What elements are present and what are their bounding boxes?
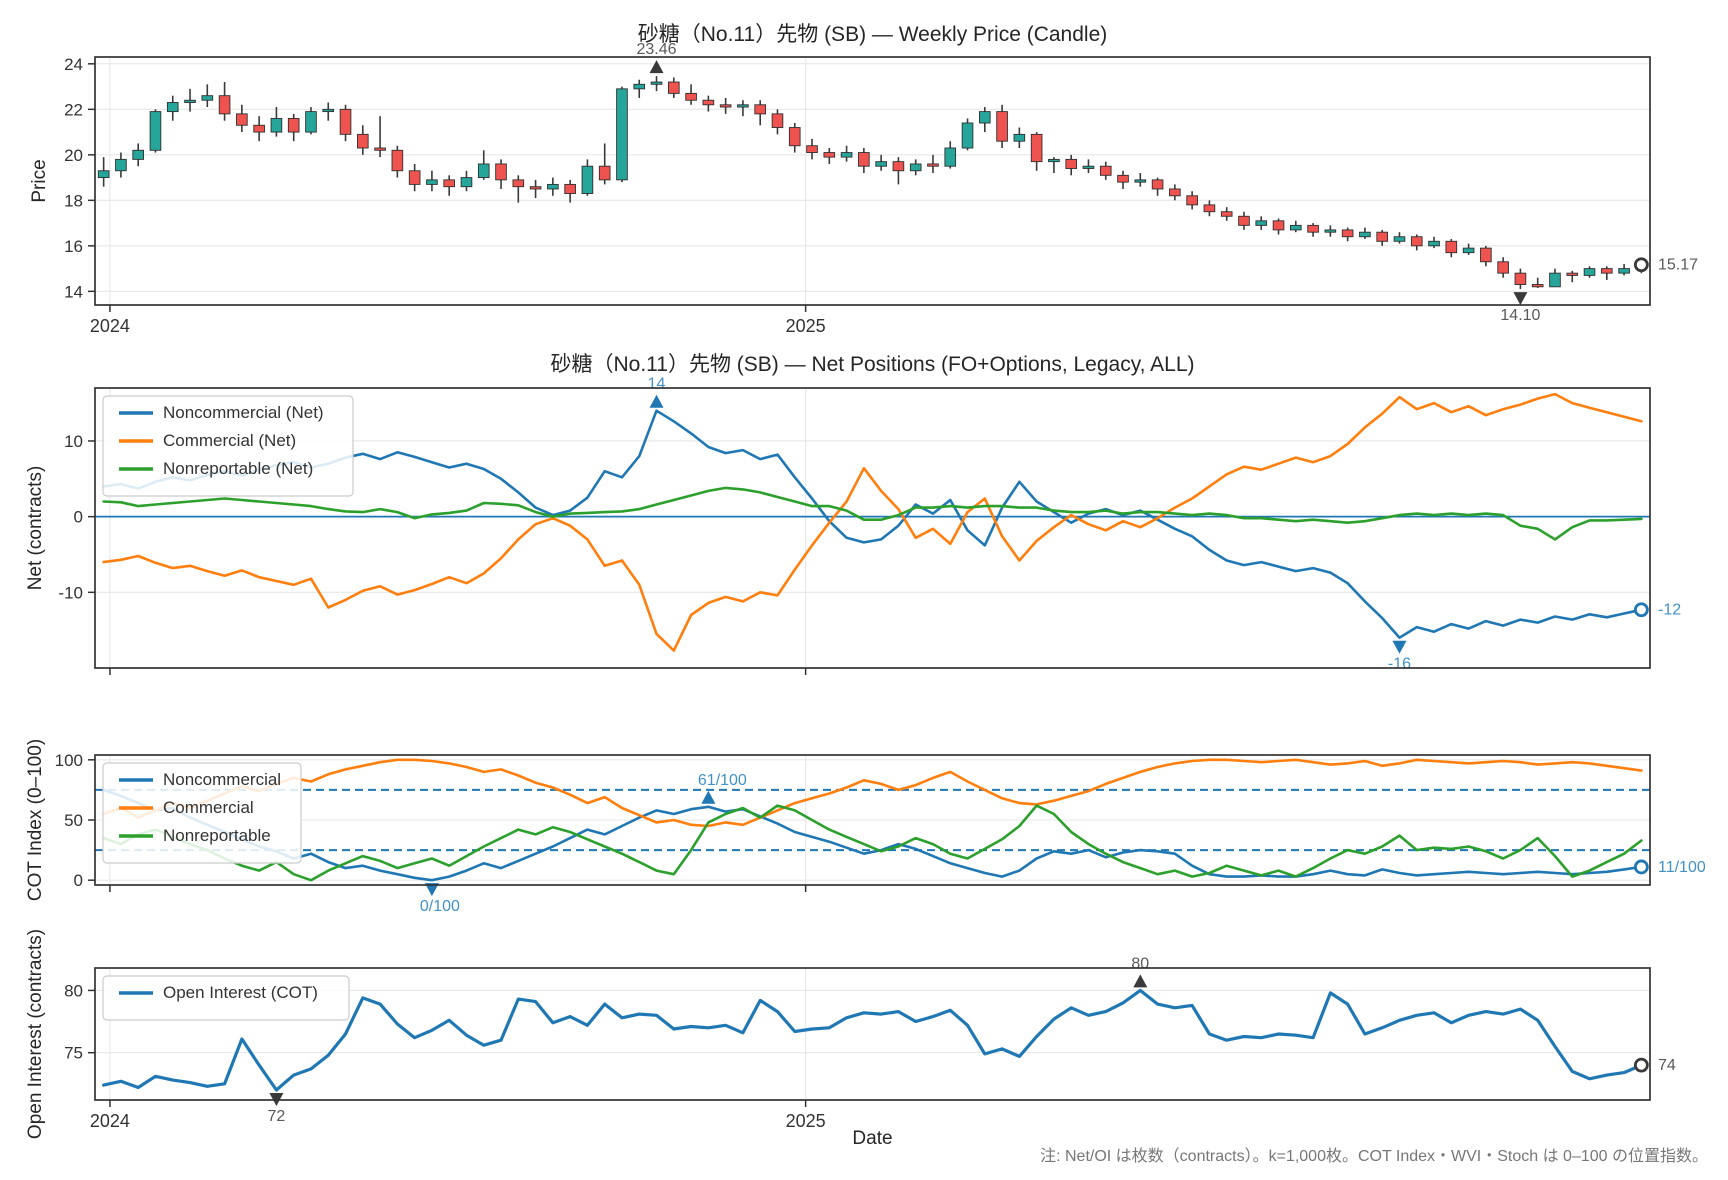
- svg-text:14: 14: [64, 282, 83, 301]
- annotation-80: 80: [1131, 955, 1149, 987]
- annotation--12: -12: [1635, 602, 1681, 619]
- svg-text:Open Interest (COT): Open Interest (COT): [163, 983, 318, 1002]
- net-positions-panel: Noncommercial (Net) Commercial (Net) Nonre…: [58, 376, 1681, 675]
- svg-text:Commercial: Commercial: [163, 798, 254, 817]
- annotation-72: 72: [268, 1093, 286, 1125]
- annotation-11-100: 11/100: [1635, 859, 1705, 876]
- svg-text:18: 18: [64, 191, 83, 210]
- svg-text:14: 14: [648, 376, 666, 393]
- svg-text:0: 0: [74, 508, 83, 527]
- svg-text:50: 50: [64, 811, 83, 830]
- svg-text:Noncommercial (Net): Noncommercial (Net): [163, 403, 324, 422]
- annotation-74: 74: [1635, 1057, 1676, 1074]
- net-positions-chart-title: 砂糖（No.11）先物 (SB) — Net Positions (FO+Opt…: [95, 348, 1650, 378]
- svg-text:Noncommercial: Noncommercial: [163, 770, 281, 789]
- svg-text:15.17: 15.17: [1658, 257, 1698, 274]
- svg-text:Commercial (Net): Commercial (Net): [163, 431, 296, 450]
- price-panel: 23.4614.1015.1714161820222420242025: [64, 41, 1698, 336]
- svg-text:Nonreportable (Net): Nonreportable (Net): [163, 459, 313, 478]
- svg-text:24: 24: [64, 55, 83, 74]
- svg-text:-10: -10: [58, 583, 83, 602]
- svg-text:74: 74: [1658, 1057, 1676, 1074]
- svg-text:75: 75: [64, 1044, 83, 1063]
- legend: Noncommercial (Net) Commercial (Net) Nonre…: [103, 396, 353, 496]
- svg-text:14.10: 14.10: [1500, 307, 1540, 324]
- annotation-61-100: 61/100: [698, 772, 747, 804]
- open-interest-panel: Open Interest (COT)728074807520242025: [64, 955, 1676, 1131]
- svg-text:80: 80: [64, 981, 83, 1000]
- annotation-0-100: 0/100: [420, 883, 460, 915]
- svg-text:Nonreportable: Nonreportable: [163, 826, 271, 845]
- svg-text:20: 20: [64, 146, 83, 165]
- annotation-15-17: 15.17: [1635, 257, 1698, 274]
- svg-text:2025: 2025: [786, 316, 826, 336]
- svg-text:0: 0: [74, 871, 83, 890]
- footnote: 注: Net/OI は枚数（contracts）。k=1,000枚。COT In…: [1040, 1142, 1708, 1166]
- svg-text:10: 10: [64, 432, 83, 451]
- legend: Noncommercial Commercial Nonreportable: [103, 763, 301, 863]
- svg-text:2024: 2024: [90, 316, 130, 336]
- svg-text:16: 16: [64, 237, 83, 256]
- annotation-14: 14: [648, 376, 666, 408]
- price-chart-title: 砂糖（No.11）先物 (SB) — Weekly Price (Candle): [95, 18, 1650, 48]
- svg-text:22: 22: [64, 100, 83, 119]
- svg-text:-16: -16: [1388, 656, 1411, 673]
- svg-text:61/100: 61/100: [698, 772, 747, 789]
- svg-text:72: 72: [268, 1108, 286, 1125]
- svg-text:80: 80: [1131, 955, 1149, 972]
- figure: 23.4614.1015.1714161820222420242025Nonco…: [0, 0, 1728, 1180]
- price-axis-label: Price: [29, 159, 51, 202]
- svg-text:-12: -12: [1658, 602, 1681, 619]
- svg-text:11/100: 11/100: [1658, 859, 1706, 876]
- legend: Open Interest (COT): [103, 976, 349, 1020]
- cot-index-axis-label: COT Index (0–100): [25, 739, 47, 901]
- charts-canvas: 23.4614.1015.1714161820222420242025Nonco…: [0, 0, 1728, 1180]
- svg-text:0/100: 0/100: [420, 898, 460, 915]
- open-interest-axis-label: Open Interest (contracts): [25, 929, 47, 1139]
- cot-index-panel: Noncommercial Commercial Nonreportable 0/10…: [55, 751, 1706, 915]
- annotation-14-10: 14.10: [1500, 292, 1540, 324]
- net-axis-label: Net (contracts): [25, 466, 47, 591]
- svg-text:100: 100: [55, 751, 83, 770]
